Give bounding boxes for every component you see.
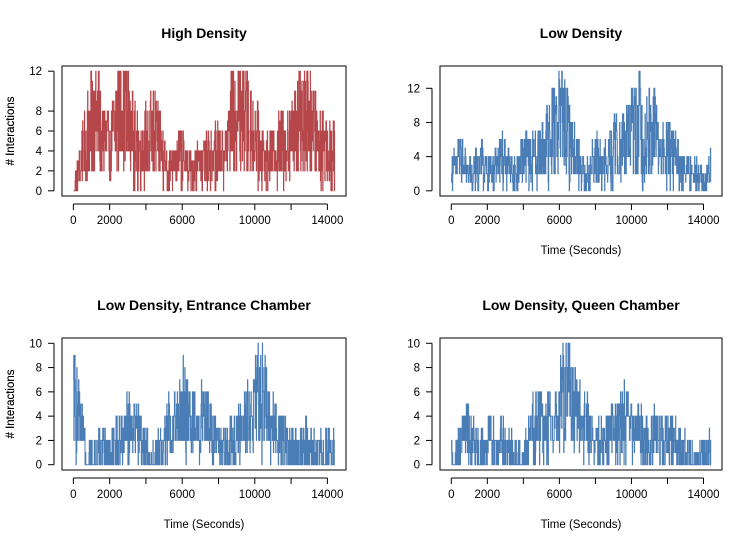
x-tick-label: 10000	[615, 215, 647, 227]
chart-panel-1: High Density 0 2000 6000 10000 14000 0 2 4 6 8 12 # …	[5, 25, 347, 227]
data-series-line	[451, 342, 712, 466]
data-series-line	[73, 70, 336, 192]
x-axis-label: Time (Seconds)	[164, 519, 245, 531]
x-tick-label: 2000	[475, 215, 501, 227]
x-tick-label: 0	[70, 215, 76, 227]
x-tick-label: 6000	[547, 215, 573, 227]
y-tick-label: 6	[36, 387, 42, 399]
plot-frame	[439, 65, 723, 197]
y-axis-label: # Interactions	[5, 96, 17, 165]
x-tick-label: 6000	[169, 215, 195, 227]
x-tick-label: 14000	[688, 489, 720, 501]
data-series-line	[73, 342, 335, 466]
y-tick-label: 0	[414, 186, 420, 198]
y-tick-label: 12	[407, 83, 420, 95]
y-tick-label: 10	[407, 338, 420, 350]
x-tick-label: 2000	[97, 489, 123, 501]
plot-frame	[61, 65, 347, 197]
x-tick-label: 0	[448, 215, 454, 227]
chart-title: Low Density, Entrance Chamber	[97, 297, 311, 313]
x-axis-label: Time (Seconds)	[541, 519, 622, 531]
y-tick-label: 4	[36, 146, 43, 158]
y-tick-label: 6	[36, 126, 42, 138]
y-tick-label: 4	[414, 152, 421, 164]
chart-title: Low Density, Queen Chamber	[482, 297, 680, 313]
y-tick-label: 0	[36, 460, 42, 472]
plot-frame	[439, 337, 723, 471]
x-tick-label: 10000	[239, 215, 271, 227]
x-tick-label: 14000	[311, 215, 343, 227]
y-tick-label: 2	[414, 435, 420, 447]
x-tick-label: 2000	[475, 489, 501, 501]
y-tick-label: 10	[29, 338, 42, 350]
y-tick-label: 0	[414, 460, 420, 472]
y-tick-label: 8	[36, 363, 42, 375]
y-tick-label: 2	[36, 166, 42, 178]
y-axis-label: # Interactions	[5, 369, 17, 438]
y-tick-label: 4	[36, 411, 43, 423]
y-tick-label: 0	[36, 186, 42, 198]
y-tick-label: 2	[36, 435, 42, 447]
x-tick-label: 6000	[169, 489, 195, 501]
y-tick-label: 8	[414, 117, 420, 129]
chart-title: High Density	[161, 25, 247, 41]
x-axis-label: Time (Seconds)	[541, 245, 622, 257]
y-tick-label: 8	[36, 106, 42, 118]
chart-title: Low Density	[540, 25, 623, 41]
x-tick-label: 10000	[615, 489, 647, 501]
plot-frame	[61, 337, 347, 471]
y-tick-label: 4	[414, 411, 421, 423]
x-tick-label: 2000	[97, 215, 123, 227]
y-tick-label: 8	[414, 363, 420, 375]
x-tick-label: 10000	[239, 489, 271, 501]
data-series-line	[451, 70, 712, 192]
y-tick-label: 12	[29, 66, 42, 78]
x-tick-label: 14000	[311, 489, 343, 501]
x-tick-label: 14000	[688, 215, 720, 227]
y-tick-label: 6	[414, 387, 420, 399]
x-tick-label: 0	[448, 489, 454, 501]
x-tick-label: 6000	[547, 489, 573, 501]
x-tick-label: 0	[70, 489, 76, 501]
y-axis-label: # Interactions	[5, 369, 17, 438]
chart-panel-3: Low Density, Entrance Chamber 0 2000 6000 10…	[5, 297, 347, 531]
y-axis-label: # Interactions	[5, 96, 17, 165]
